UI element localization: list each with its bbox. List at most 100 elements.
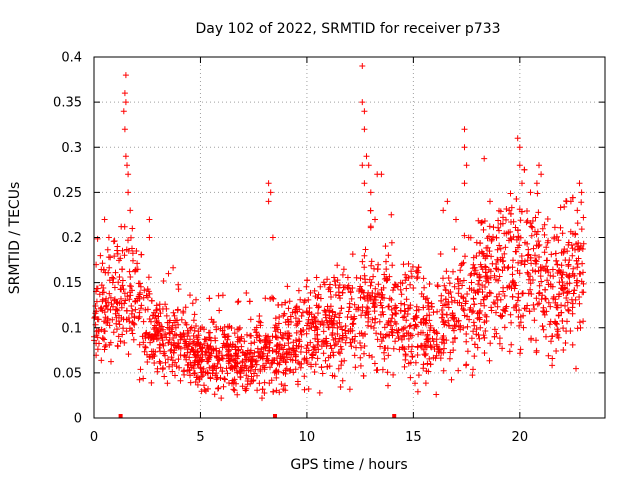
data-point xyxy=(329,330,336,336)
data-point xyxy=(144,359,151,365)
data-point xyxy=(263,355,270,362)
data-point xyxy=(399,344,406,351)
data-point xyxy=(470,319,477,326)
data-point xyxy=(132,298,139,304)
data-point xyxy=(357,283,364,290)
data-point xyxy=(461,232,468,239)
data-point xyxy=(384,369,391,376)
data-point xyxy=(427,342,434,349)
data-point xyxy=(536,282,543,289)
data-point xyxy=(337,384,344,390)
data-point xyxy=(564,299,571,306)
y-tick-label: 0.35 xyxy=(53,96,82,111)
data-point xyxy=(234,360,241,366)
data-point xyxy=(129,319,136,326)
data-point xyxy=(244,331,250,338)
x-axis-label: GPS time / hours xyxy=(290,457,407,473)
data-point xyxy=(285,305,292,312)
data-point xyxy=(355,304,362,311)
data-point xyxy=(207,329,213,336)
data-point xyxy=(375,281,382,288)
data-point xyxy=(141,348,148,355)
data-point xyxy=(536,289,543,296)
data-point xyxy=(340,266,347,273)
data-point xyxy=(503,216,509,223)
data-point xyxy=(330,336,337,343)
data-point xyxy=(110,329,117,336)
data-point xyxy=(156,306,163,312)
data-point xyxy=(119,277,126,284)
data-point xyxy=(216,356,223,363)
data-point xyxy=(407,374,414,381)
data-point xyxy=(488,236,495,243)
data-point xyxy=(398,326,405,333)
data-point xyxy=(553,348,560,354)
data-point xyxy=(574,264,581,271)
data-point xyxy=(518,253,525,259)
data-point xyxy=(400,332,407,339)
data-point xyxy=(219,355,226,362)
data-point xyxy=(454,276,461,283)
data-point xyxy=(347,339,354,346)
data-point xyxy=(224,323,231,330)
data-point xyxy=(530,245,537,252)
y-tick-label: 0.05 xyxy=(53,366,82,381)
data-point xyxy=(286,298,293,305)
data-point xyxy=(229,341,236,348)
data-point xyxy=(507,190,514,197)
data-point xyxy=(484,252,491,259)
data-point xyxy=(423,368,430,374)
data-point xyxy=(553,257,560,264)
data-point xyxy=(376,318,383,325)
data-point xyxy=(151,360,158,366)
data-point xyxy=(397,286,404,293)
data-point xyxy=(335,292,342,299)
data-point xyxy=(486,248,493,255)
data-point xyxy=(378,338,385,345)
data-point xyxy=(401,313,408,320)
data-point xyxy=(401,308,408,315)
data-point xyxy=(192,379,199,385)
data-point xyxy=(257,322,264,329)
data-point xyxy=(513,236,520,243)
data-point xyxy=(560,286,566,293)
data-point xyxy=(160,278,167,284)
data-point xyxy=(383,258,389,265)
data-point xyxy=(373,330,380,337)
data-point xyxy=(99,289,106,296)
data-point xyxy=(390,287,396,294)
data-point xyxy=(514,135,521,142)
data-point xyxy=(314,342,321,348)
data-point xyxy=(345,285,352,292)
data-point xyxy=(532,214,539,221)
data-point xyxy=(240,349,246,356)
data-point xyxy=(420,293,427,300)
data-point xyxy=(470,296,477,302)
data-point xyxy=(340,334,346,341)
data-point xyxy=(257,349,263,356)
data-point xyxy=(461,312,468,319)
data-point xyxy=(204,358,211,365)
data-point xyxy=(323,335,330,342)
y-axis-label: SRMTID / TECUs xyxy=(7,182,23,295)
data-point xyxy=(498,313,505,320)
data-point xyxy=(127,274,134,280)
data-point xyxy=(405,343,412,350)
data-point xyxy=(335,284,342,291)
data-point xyxy=(305,386,312,392)
data-point xyxy=(506,283,513,290)
data-point xyxy=(374,290,381,297)
data-point xyxy=(488,253,495,260)
data-point xyxy=(574,282,581,289)
data-point xyxy=(305,296,312,303)
data-point xyxy=(142,330,149,337)
data-point xyxy=(114,342,121,349)
data-point xyxy=(314,294,321,301)
data-point xyxy=(390,345,397,352)
data-point xyxy=(219,327,226,334)
data-point xyxy=(457,322,464,329)
data-point xyxy=(172,324,179,331)
data-point xyxy=(569,194,576,201)
axis-ticks: 0 0.05 0.1 0.15 0.2 0.25 0.3 0.35 0.4 0 5 10 15 20 xyxy=(53,51,605,445)
